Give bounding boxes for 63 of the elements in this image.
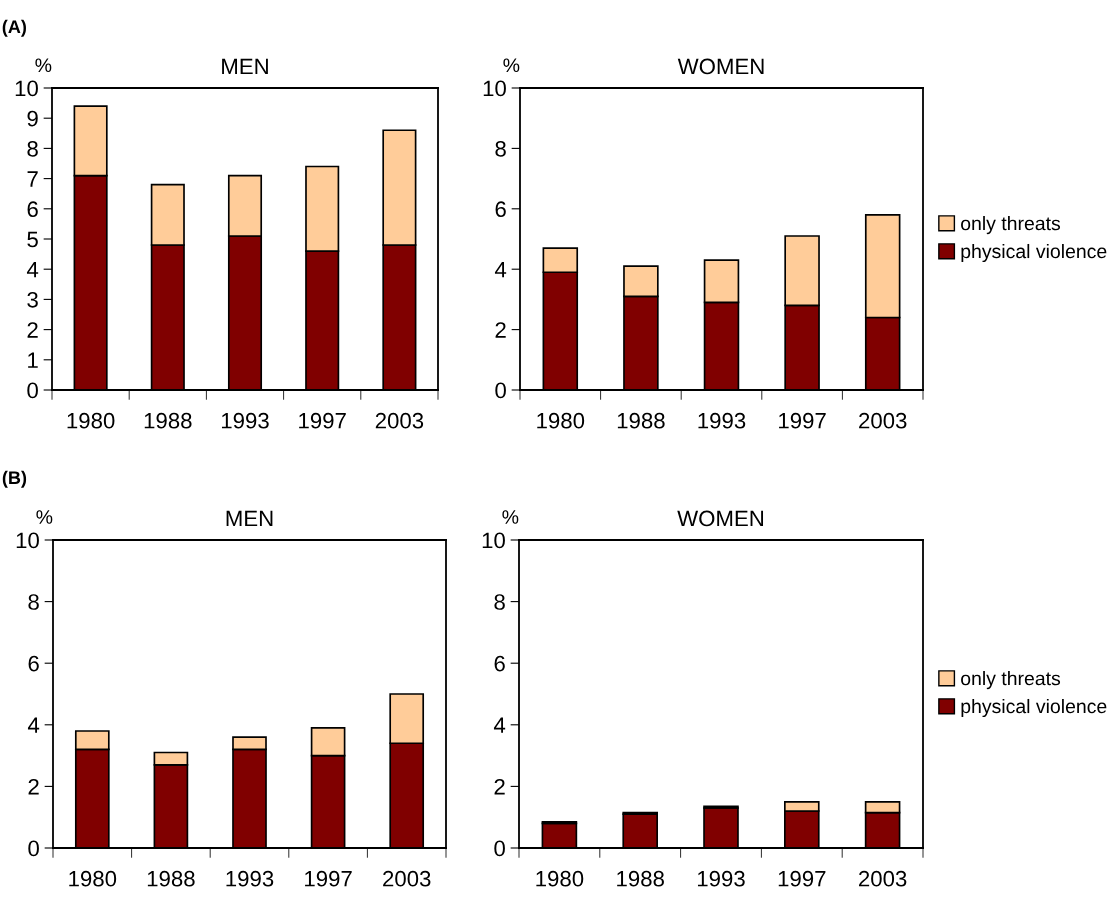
text: (B): [2, 470, 27, 488]
y-tick-label: 10: [483, 80, 506, 97]
y-axis-title: %: [35, 58, 52, 72]
y-tick-label: 0: [495, 382, 506, 399]
y-tick-label: 0: [27, 382, 38, 399]
y-tick-label: 6: [494, 655, 505, 672]
y-axis-title: %: [503, 58, 520, 72]
y-tick-label: 7: [27, 171, 38, 187]
y-tick-label: 10: [482, 532, 505, 549]
y-tick-label: 2: [28, 778, 39, 795]
y-tick-label: 0: [28, 840, 39, 857]
y-tick-label: 8: [27, 140, 38, 157]
x-tick-label: 1980: [69, 870, 117, 887]
chart-title: WOMEN: [677, 58, 764, 75]
x-tick-label: 1980: [537, 412, 585, 429]
x-tick-label: 1980: [67, 412, 115, 429]
y-tick-label: 1: [28, 352, 38, 368]
y-tick-label: 10: [16, 532, 39, 549]
x-tick-label: 1997: [299, 412, 346, 429]
x-tick-label: 1997: [305, 870, 352, 887]
x-tick-label: 1988: [147, 870, 195, 887]
y-tick-label: 9: [27, 110, 38, 127]
legend-label: only threats: [961, 216, 1061, 235]
text: (A): [2, 19, 26, 37]
y-tick-label: 5: [27, 231, 38, 248]
legend-label: only threats: [961, 671, 1061, 690]
x-tick-label: 1993: [697, 870, 745, 887]
y-tick-label: 4: [27, 717, 40, 733]
legend-label: physical violence: [961, 698, 1107, 718]
x-tick-label: 1988: [144, 412, 192, 429]
x-tick-label: 1997: [778, 870, 826, 887]
y-tick-label: 3: [27, 291, 38, 308]
y-tick-label: 4: [26, 261, 39, 278]
x-tick-label: 1993: [226, 870, 274, 887]
y-tick-label: 10: [15, 80, 38, 97]
x-tick-label: 1988: [617, 412, 665, 429]
x-tick-label: 2003: [859, 412, 907, 429]
y-axis-title: %: [502, 510, 519, 524]
x-tick-label: 2003: [859, 870, 907, 887]
y-tick-label: 2: [494, 778, 505, 795]
y-tick-label: 6: [28, 655, 39, 672]
x-tick-label: 2003: [383, 870, 431, 887]
legend-label: physical violence: [961, 243, 1107, 263]
x-tick-label: 1997: [779, 412, 826, 429]
chart-title: WOMEN: [677, 510, 764, 527]
x-tick-label: 1993: [698, 412, 746, 429]
y-axis-title: %: [36, 510, 53, 524]
x-tick-label: 2003: [375, 412, 424, 429]
y-tick-label: 2: [495, 322, 506, 338]
y-tick-label: 0: [494, 840, 505, 857]
x-tick-label: 1988: [617, 870, 664, 887]
y-tick-label: 8: [495, 140, 506, 157]
y-tick-label: 8: [28, 594, 39, 610]
y-tick-label: 2: [27, 322, 38, 338]
x-tick-label: 1980: [536, 870, 584, 887]
y-tick-label: 4: [494, 261, 507, 278]
chart-title: MEN: [226, 510, 273, 527]
y-tick-label: 6: [495, 201, 506, 218]
y-tick-label: 8: [494, 594, 505, 610]
y-tick-label: 4: [493, 717, 506, 733]
x-tick-label: 1993: [221, 412, 269, 429]
chart-title: MEN: [222, 58, 268, 75]
y-tick-label: 6: [27, 201, 38, 218]
